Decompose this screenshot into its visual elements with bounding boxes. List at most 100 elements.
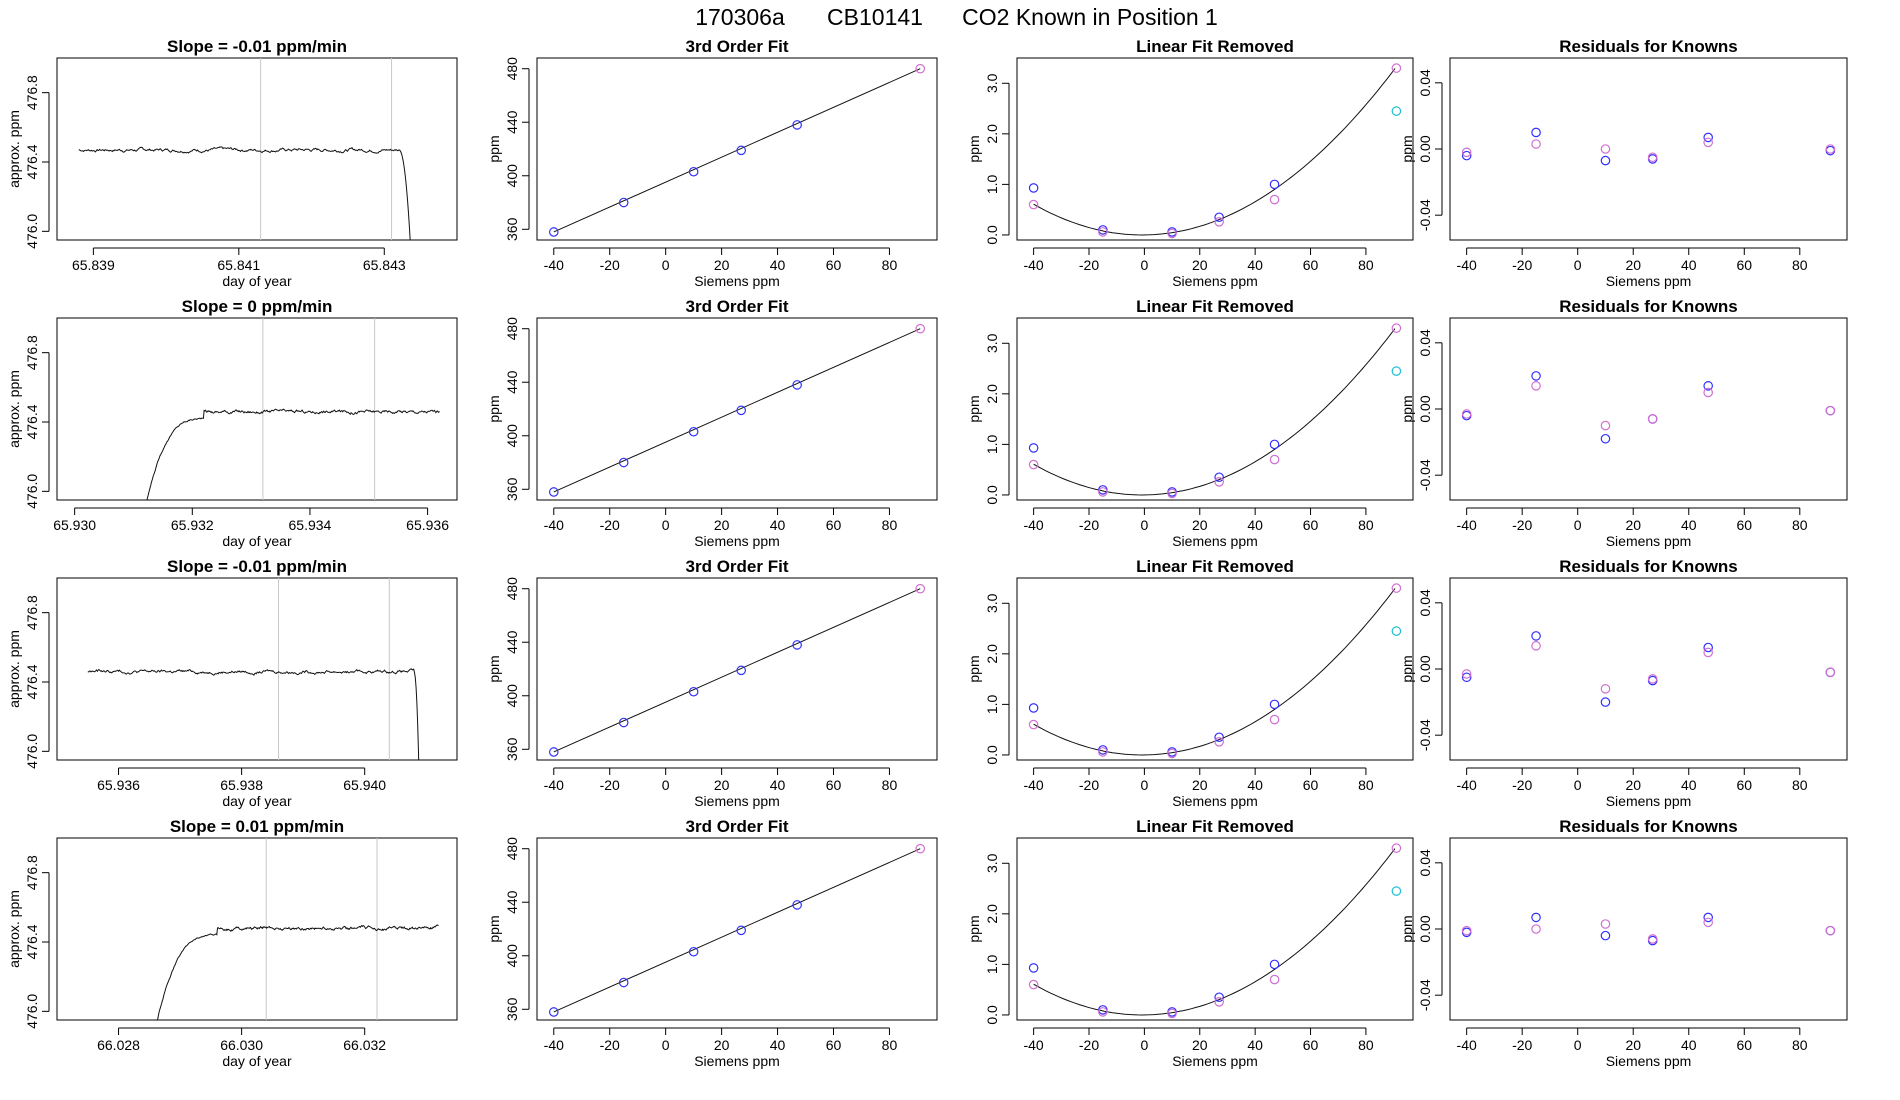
x-axis: -40 -20 0 20 40 60 80 Siemens ppm — [1023, 247, 1374, 289]
plot-area — [1033, 68, 1396, 236]
data-point — [915, 323, 926, 334]
trace-line — [87, 668, 420, 760]
x-axis: 66.028 66.030 66.032 day of year — [97, 1027, 386, 1069]
panel-title: Slope = -0.01 ppm/min — [167, 557, 347, 576]
x-axis: -40 -20 0 20 40 60 80 Siemens ppm — [1023, 767, 1374, 809]
y-axis-label: ppm — [1399, 395, 1415, 422]
y-tick-label: 3.0 — [984, 853, 1000, 873]
data-point — [1269, 454, 1280, 465]
data-point — [1825, 144, 1836, 154]
panel-r3c3: Residuals for Knowns -40 -20 0 20 40 60 80 Sieme… — [1399, 817, 1848, 1069]
data-point — [548, 747, 559, 757]
y-tick-label: 480 — [504, 317, 520, 341]
plot-frame — [536, 577, 938, 761]
x-tick-label: -20 — [600, 257, 620, 273]
x-tick-label: -40 — [1457, 777, 1477, 793]
data-point — [1269, 699, 1280, 710]
data-point — [1647, 414, 1658, 424]
data-point — [1703, 387, 1713, 398]
y-axis: 360 400 440 480 ppm — [486, 57, 530, 241]
panel-r3c2: Linear Fit Removed -40 -20 0 20 40 60 80 Siemens… — [966, 817, 1414, 1069]
x-tick-label: 65.934 — [289, 517, 332, 533]
y-axis: 360 400 440 480 ppm — [486, 837, 530, 1021]
plot-area — [1033, 588, 1396, 756]
y-axis: -0.04 0.00 0.04 ppm — [1399, 329, 1443, 491]
y-axis: 360 400 440 480 ppm — [486, 317, 530, 501]
data-point — [1600, 930, 1611, 941]
panel-title: Residuals for Knowns — [1559, 557, 1738, 576]
x-tick-label: -40 — [1023, 1037, 1043, 1053]
data-point — [1703, 647, 1713, 658]
data-point — [688, 166, 699, 177]
y-axis: 0.0 1.0 2.0 3.0 ppm — [966, 593, 1010, 765]
x-tick-label: 60 — [1736, 257, 1752, 273]
data-point — [1391, 366, 1402, 376]
x-axis: -40 -20 0 20 40 60 80 Siemens ppm — [1457, 247, 1808, 289]
x-axis-label: Siemens ppm — [1606, 533, 1692, 549]
y-tick-label: 0.0 — [984, 485, 1000, 505]
x-tick-label: 0 — [1140, 517, 1148, 533]
data-point — [1098, 227, 1108, 237]
y-tick-label: 2.0 — [984, 904, 1000, 924]
x-axis-label: Siemens ppm — [694, 273, 780, 289]
data-point — [618, 977, 629, 988]
x-tick-label: -40 — [544, 777, 564, 793]
x-tick-label: -40 — [1457, 1037, 1477, 1053]
data-point — [1600, 684, 1611, 694]
data-point — [1531, 371, 1541, 381]
y-tick-label: 1.0 — [984, 434, 1000, 454]
data-point — [1461, 150, 1472, 161]
data-point — [1269, 974, 1280, 985]
panel-title: 3rd Order Fit — [686, 37, 789, 56]
x-tick-label: 20 — [1625, 257, 1641, 273]
data-point — [736, 145, 746, 156]
data-point — [618, 197, 629, 208]
x-axis-label: Siemens ppm — [1606, 1053, 1692, 1069]
x-tick-label: 40 — [1681, 1037, 1697, 1053]
x-tick-label: -20 — [1079, 777, 1099, 793]
x-tick-label: 60 — [1303, 257, 1319, 273]
panel-r2c0: Slope = -0.01 ppm/min 65.936 65.938 65.940 d… — [6, 557, 458, 809]
data-point — [1028, 963, 1039, 973]
x-axis-label: Siemens ppm — [694, 793, 780, 809]
plot-area — [87, 578, 420, 760]
y-tick-label: 0.04 — [1417, 589, 1433, 616]
data-point — [1214, 732, 1224, 743]
y-tick-label: 400 — [504, 684, 520, 708]
data-point — [1391, 63, 1402, 73]
plot-area — [156, 838, 439, 1020]
data-point — [1028, 719, 1039, 730]
x-tick-label: 60 — [826, 777, 842, 793]
y-tick-label: 476.0 — [24, 214, 40, 249]
y-tick-label: -0.04 — [1417, 719, 1433, 751]
x-tick-label: -40 — [1457, 517, 1477, 533]
x-tick-label: 80 — [1792, 517, 1808, 533]
x-tick-label: 60 — [1736, 777, 1752, 793]
y-axis: -0.04 0.00 0.04 ppm — [1399, 69, 1443, 231]
data-point — [1391, 626, 1402, 636]
y-tick-label: 2.0 — [984, 644, 1000, 664]
y-tick-label: 440 — [504, 110, 520, 134]
fit-curve — [1033, 848, 1396, 1016]
y-axis-label: ppm — [1399, 135, 1415, 162]
x-tick-label: 65.936 — [97, 777, 140, 793]
plot-frame — [1016, 577, 1414, 761]
x-tick-label: 65.930 — [53, 517, 96, 533]
y-tick-label: -0.04 — [1417, 979, 1433, 1011]
x-tick-label: 65.843 — [363, 257, 406, 273]
y-axis: -0.04 0.00 0.04 ppm — [1399, 589, 1443, 751]
x-tick-label: 20 — [1192, 517, 1208, 533]
x-tick-label: 0 — [662, 1037, 670, 1053]
panel-r0c1: 3rd Order Fit -40 -20 0 20 40 60 80 Siemens ppm 3… — [486, 37, 938, 289]
data-point — [1647, 934, 1658, 944]
data-point — [1214, 472, 1224, 483]
y-axis-label: ppm — [966, 915, 982, 942]
data-point — [1214, 217, 1224, 227]
x-tick-label: 66.028 — [97, 1037, 140, 1053]
data-point — [1167, 488, 1177, 499]
x-axis-label: Siemens ppm — [1606, 273, 1692, 289]
x-tick-label: 60 — [1736, 517, 1752, 533]
plot-area — [146, 318, 440, 500]
